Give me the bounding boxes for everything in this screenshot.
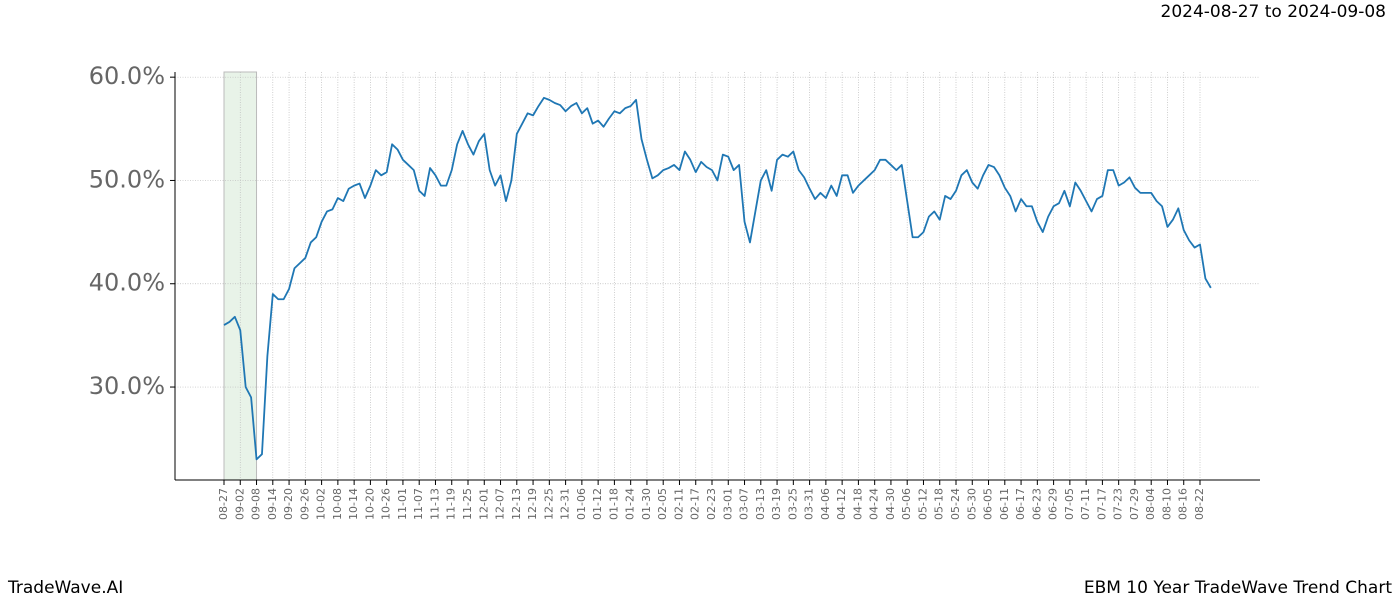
x-tick-label: 11-19 (445, 488, 458, 520)
x-tick-label: 07-11 (1079, 488, 1092, 520)
x-tick-label: 12-25 (542, 488, 555, 520)
x-tick-label: 05-12 (916, 488, 929, 520)
x-tick-label: 04-12 (835, 488, 848, 520)
y-tick-label: 40.0% (89, 269, 165, 297)
x-tick-label: 02-23 (705, 488, 718, 520)
x-tick-label: 03-01 (721, 488, 734, 520)
x-tick-label: 07-23 (1112, 488, 1125, 520)
x-tick-label: 01-12 (591, 488, 604, 520)
x-tick-label: 01-30 (640, 488, 653, 520)
x-tick-label: 04-24 (868, 488, 881, 520)
x-tick-label: 03-19 (770, 488, 783, 520)
x-tick-label: 08-04 (1144, 488, 1157, 520)
y-tick-label: 50.0% (89, 165, 165, 193)
x-tick-label: 11-01 (396, 488, 409, 520)
x-tick-label: 01-18 (607, 488, 620, 520)
x-tick-label: 12-07 (494, 488, 507, 520)
x-tick-label: 06-17 (1014, 488, 1027, 520)
x-tick-label: 09-26 (298, 488, 311, 520)
x-tick-label: 10-14 (347, 488, 360, 520)
x-tick-label: 09-14 (266, 488, 279, 520)
x-tick-label: 07-05 (1063, 488, 1076, 520)
footer-left: TradeWave.AI (7, 578, 123, 598)
x-tick-label: 07-29 (1128, 488, 1141, 520)
x-tick-label: 03-13 (754, 488, 767, 520)
x-tick-label: 05-18 (933, 488, 946, 520)
x-tick-label: 02-11 (672, 488, 685, 520)
x-tick-label: 06-29 (1047, 488, 1060, 520)
x-tick-label: 10-02 (315, 488, 328, 520)
x-tick-label: 09-20 (282, 488, 295, 520)
x-tick-label: 10-20 (363, 488, 376, 520)
highlight-band (223, 71, 258, 481)
x-tick-label: 03-07 (738, 488, 751, 520)
x-tick-label: 08-16 (1177, 488, 1190, 520)
x-tick-label: 06-05 (982, 488, 995, 520)
x-tick-label: 11-25 (461, 488, 474, 520)
x-tick-label: 05-06 (900, 488, 913, 520)
x-tick-label: 03-31 (803, 488, 816, 520)
x-tick-label: 08-10 (1160, 488, 1173, 520)
x-tick-label: 08-27 (217, 488, 230, 520)
x-tick-label: 05-30 (965, 488, 978, 520)
x-tick-label: 10-08 (331, 488, 344, 520)
x-tick-label: 04-18 (851, 488, 864, 520)
x-tick-label: 12-19 (526, 488, 539, 520)
x-tick-label: 12-13 (510, 488, 523, 520)
x-tick-label: 11-13 (428, 488, 441, 520)
y-tick-label: 30.0% (89, 372, 165, 400)
x-tick-label: 06-11 (998, 488, 1011, 520)
x-tick-label: 12-01 (477, 488, 490, 520)
x-tick-label: 10-26 (380, 488, 393, 520)
x-tick-label: 03-25 (786, 488, 799, 520)
x-tick-label: 02-05 (656, 488, 669, 520)
footer-right: EBM 10 Year TradeWave Trend Chart (1084, 578, 1392, 598)
x-tick-label: 11-07 (412, 488, 425, 520)
x-tick-label: 12-31 (559, 488, 572, 520)
x-tick-label: 04-30 (884, 488, 897, 520)
x-tick-label: 05-24 (949, 488, 962, 520)
x-tick-label: 08-22 (1193, 488, 1206, 520)
x-tick-label: 04-06 (819, 488, 832, 520)
x-tick-label: 01-06 (575, 488, 588, 520)
x-tick-label: 07-17 (1095, 488, 1108, 520)
trend-line (223, 96, 1212, 461)
x-tick-label: 09-08 (250, 488, 263, 520)
x-tick-label: 02-17 (689, 488, 702, 520)
date-range: 2024-08-27 to 2024-09-08 (1161, 2, 1386, 22)
y-tick-label: 60.0% (89, 62, 165, 90)
x-tick-label: 09-02 (233, 488, 246, 520)
x-tick-label: 01-24 (624, 488, 637, 520)
x-tick-label: 06-23 (1030, 488, 1043, 520)
